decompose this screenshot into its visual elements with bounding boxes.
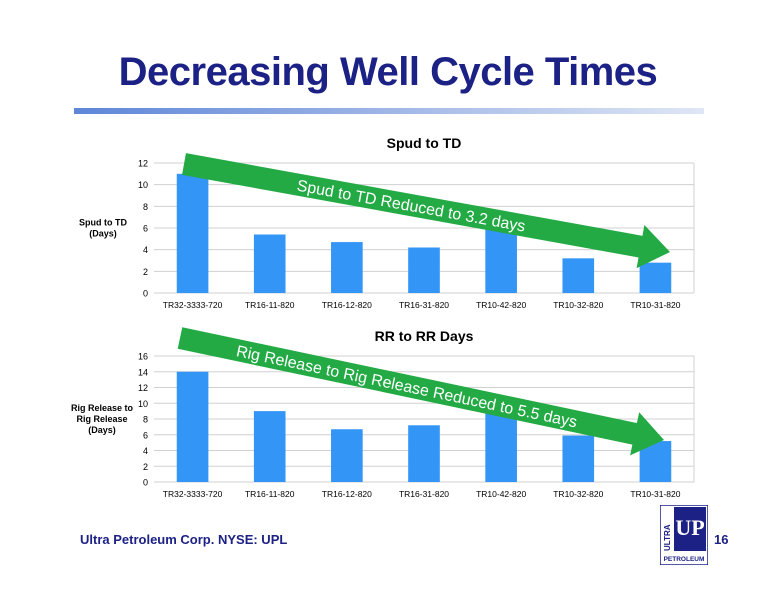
y-axis-label: Spud to TD	[79, 218, 127, 228]
y-tick-label: 0	[143, 478, 148, 488]
ultra-petroleum-logo: UP ULTRA PETROLEUM	[660, 505, 708, 565]
y-tick-label: 2	[143, 462, 148, 472]
bar	[331, 242, 363, 293]
y-tick-label: 4	[143, 245, 148, 255]
logo-vertical-text: ULTRA	[663, 524, 672, 551]
x-tick-label: TR16-31-820	[399, 300, 449, 310]
bar	[639, 262, 672, 293]
logo-letters: UP	[675, 515, 704, 540]
chart-title: Spud to TD	[387, 135, 462, 151]
x-tick-label: TR32-3333-720	[163, 300, 223, 310]
bar	[562, 435, 595, 482]
bar	[408, 247, 440, 293]
slide-title: Decreasing Well Cycle Times	[118, 50, 658, 94]
x-tick-label: TR16-12-820	[322, 300, 372, 310]
y-axis-label: (Days)	[88, 425, 116, 435]
bar	[331, 429, 363, 482]
y-tick-label: 6	[143, 224, 148, 234]
y-tick-label: 12	[138, 159, 148, 169]
y-tick-label: 10	[138, 180, 148, 190]
y-axis-label: Rig Release	[76, 414, 127, 424]
y-tick-label: 0	[143, 289, 148, 299]
y-tick-label: 2	[143, 267, 148, 277]
annotation-arrow-shape	[177, 327, 664, 456]
x-tick-label: TR16-12-820	[322, 489, 372, 499]
y-tick-label: 10	[138, 399, 148, 409]
y-tick-label: 16	[138, 352, 148, 362]
x-tick-label: TR16-11-820	[245, 489, 295, 499]
bar	[562, 258, 595, 293]
x-tick-label: TR16-31-820	[399, 489, 449, 499]
x-tick-label: TR16-11-820	[245, 300, 295, 310]
x-tick-label: TR10-42-820	[476, 489, 526, 499]
y-tick-label: 4	[143, 446, 148, 456]
y-tick-label: 8	[143, 202, 148, 212]
bar	[253, 234, 286, 293]
y-tick-label: 14	[138, 367, 148, 377]
title-divider	[74, 108, 704, 114]
bar	[176, 371, 209, 482]
bar	[485, 411, 517, 482]
x-tick-label: TR32-3333-720	[163, 489, 223, 499]
footer-company: Ultra Petroleum Corp. NYSE: UPL	[80, 532, 288, 547]
bar	[485, 228, 517, 293]
bar	[408, 425, 440, 482]
y-tick-label: 6	[143, 430, 148, 440]
x-tick-label: TR10-32-820	[553, 489, 603, 499]
x-tick-label: TR10-42-820	[476, 300, 526, 310]
y-tick-label: 12	[138, 383, 148, 393]
bar	[253, 411, 286, 482]
y-axis-label: Rig Release to	[71, 403, 134, 413]
annotation-arrow-shape	[182, 153, 671, 269]
y-tick-label: 8	[143, 415, 148, 425]
bar	[176, 173, 209, 293]
logo-bottom-text: PETROLEUM	[664, 556, 705, 563]
x-tick-label: TR10-32-820	[553, 300, 603, 310]
x-tick-label: TR10-31-820	[630, 489, 680, 499]
page-number: 16	[714, 532, 729, 547]
x-tick-label: TR10-31-820	[630, 300, 680, 310]
chart-title: RR to RR Days	[375, 328, 474, 344]
y-axis-label: (Days)	[89, 229, 117, 239]
rr-to-rr-chart: RR to RR Days 0 2 4 6 8 10 12 14 16 Rig Release to…	[71, 327, 695, 499]
